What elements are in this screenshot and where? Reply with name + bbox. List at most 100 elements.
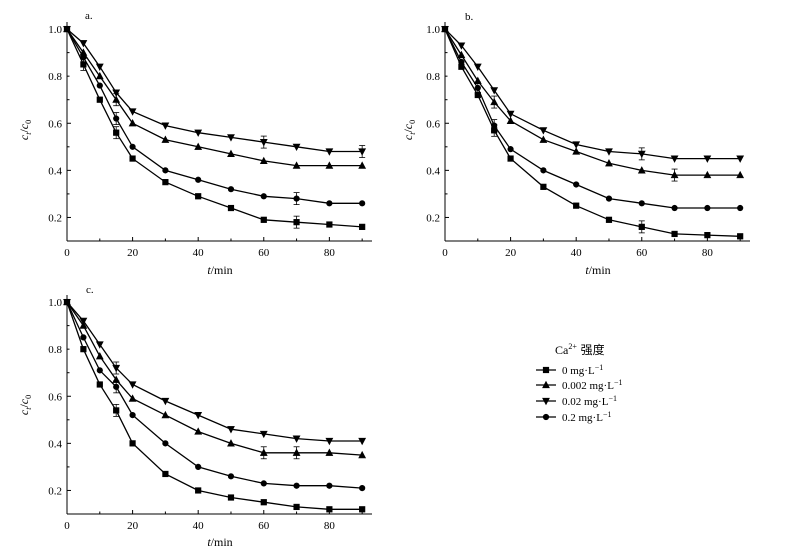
data-point [162,167,169,174]
data-point [605,216,613,223]
series-triangle-down [441,25,745,163]
data-point [507,155,514,162]
data-point [112,364,121,373]
data-point [113,383,120,390]
data-point [474,84,481,92]
series-line [66,301,363,489]
data-point [457,50,466,59]
y-axis-label: ct/c0 [401,120,417,140]
series-triangle-down [63,25,367,158]
series-triangle-up [441,24,745,182]
data-point [128,108,137,116]
data-point [129,155,136,162]
series-circle [63,25,366,207]
y-tick-label: 1.0 [48,24,62,36]
data-point [95,341,104,349]
legend-entry: 0.02 mg·L−1 [536,394,617,408]
series-square [441,25,744,240]
data-point [573,202,580,209]
legend-label: 0.2 mg·L−1 [562,410,611,424]
legend-marker [542,366,550,374]
panel-a: a. ct/c0 t/min 0.2 0.4 0.6 0.8 1.0 0 20 40 60 80 [17,10,372,277]
series-line [444,28,741,176]
data-point [326,200,333,207]
data-point [227,439,235,447]
y-tick-label: 0.6 [48,118,62,130]
panel-label: c. [86,284,94,296]
data-point [292,143,301,152]
data-point [325,161,334,169]
x-tick-label: 60 [258,520,270,532]
data-point [540,183,547,190]
data-point [227,426,235,434]
series-line [66,301,363,456]
panel-c: c. ct/c0 t/min 0.2 0.4 0.6 0.8 1.0 0 20 40 60 80 [17,284,372,549]
data-point [292,161,301,169]
data-point [326,506,333,513]
data-point [113,407,120,414]
data-point [359,484,366,492]
data-point [162,440,169,447]
data-point [195,487,202,494]
series-line [444,28,741,237]
data-point [96,96,103,103]
data-point [128,381,137,389]
y-tick-label: 1.0 [48,297,62,309]
data-point [359,506,366,513]
x-tick-label: 20 [127,520,139,532]
data-point [79,40,88,48]
x-tick-label: 40 [193,247,205,259]
data-point [736,170,745,179]
data-point [572,141,581,149]
data-point [259,156,268,165]
y-tick-label: 0.6 [48,391,62,403]
data-point [358,148,367,156]
data-point [95,351,104,360]
legend-marker [542,380,550,389]
data-point [737,233,744,240]
x-tick-label: 40 [193,520,205,532]
data-point [128,119,137,127]
data-point [259,430,268,439]
data-point [113,129,120,136]
series-line [444,28,741,209]
series-line [66,301,363,510]
series-line [444,28,741,160]
y-tick-label: 0.8 [48,71,62,83]
data-point [637,166,646,174]
data-point [507,146,514,153]
data-point [539,127,548,135]
data-point [325,437,334,446]
data-point [572,147,581,155]
data-point [458,58,465,66]
x-tick-label: 0 [64,520,70,532]
data-point [80,346,87,353]
series-line [66,301,363,442]
x-tick-label: 0 [442,247,448,259]
x-tick-label: 0 [64,247,70,259]
data-point [79,321,88,329]
data-point [293,503,300,511]
data-point [540,167,547,174]
x-axis-label: t/min [585,263,610,277]
y-tick-label: 0.8 [48,344,62,356]
data-point [539,135,548,143]
data-point [227,204,235,212]
y-tick-label: 0.8 [426,71,440,83]
data-point [293,195,300,202]
legend-label: 0.002 mg·L−1 [562,378,622,392]
x-tick-label: 60 [258,247,270,259]
data-point [325,448,334,456]
y-tick-label: 0.4 [426,165,440,177]
data-point [194,427,203,435]
data-point [260,216,267,223]
data-point [671,204,678,212]
series-line [66,28,363,228]
data-point [80,334,87,341]
data-point [79,317,88,326]
data-point [95,63,104,71]
data-point [194,142,203,150]
data-point [195,176,202,183]
data-point [259,138,268,147]
data-point [358,450,367,459]
